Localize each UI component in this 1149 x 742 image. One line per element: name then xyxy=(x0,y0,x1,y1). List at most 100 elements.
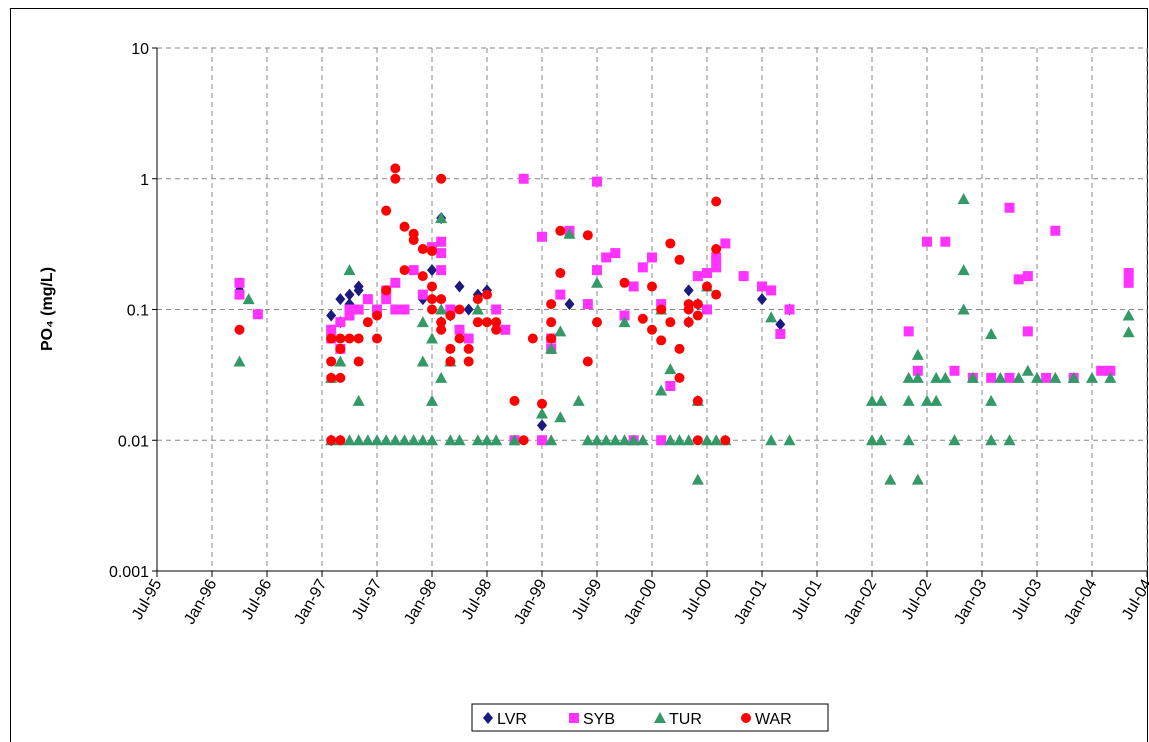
point xyxy=(592,265,602,276)
point xyxy=(1049,371,1062,383)
point xyxy=(683,299,694,310)
point xyxy=(582,356,593,367)
point xyxy=(326,333,337,344)
point xyxy=(326,356,337,367)
point xyxy=(252,309,263,320)
point xyxy=(416,316,429,328)
point xyxy=(417,289,428,300)
point xyxy=(372,310,382,321)
point xyxy=(371,434,383,446)
point xyxy=(399,304,410,315)
point xyxy=(903,326,914,337)
y-tick-label: 10 xyxy=(131,41,149,58)
point xyxy=(545,434,558,446)
point xyxy=(482,289,492,300)
point xyxy=(481,434,493,446)
point xyxy=(1067,371,1080,383)
point xyxy=(775,328,786,339)
point xyxy=(335,317,346,328)
point xyxy=(775,318,786,331)
point xyxy=(445,310,456,321)
point xyxy=(664,434,677,446)
point xyxy=(335,293,346,306)
point xyxy=(647,324,657,335)
point xyxy=(674,343,685,354)
point xyxy=(683,317,694,328)
point xyxy=(1021,364,1034,376)
point xyxy=(426,434,438,446)
point xyxy=(390,173,401,184)
point xyxy=(436,265,447,276)
point xyxy=(1123,277,1134,288)
point xyxy=(435,212,448,224)
point xyxy=(985,327,998,339)
point xyxy=(581,434,594,446)
point xyxy=(912,365,923,376)
point xyxy=(353,280,364,293)
point xyxy=(866,394,878,406)
point xyxy=(564,298,575,311)
point xyxy=(591,434,603,446)
point xyxy=(592,317,602,328)
point xyxy=(509,395,520,406)
point xyxy=(940,236,951,247)
legend-marker xyxy=(483,712,493,724)
point xyxy=(326,309,337,322)
point xyxy=(674,254,685,265)
point xyxy=(609,434,622,446)
point xyxy=(994,371,1007,383)
point xyxy=(537,398,547,409)
y-tick-label: 0.001 xyxy=(109,564,149,581)
legend-marker xyxy=(654,712,666,723)
point xyxy=(711,196,722,207)
point xyxy=(957,303,970,315)
point xyxy=(500,324,511,335)
point xyxy=(454,280,465,293)
point xyxy=(408,265,419,276)
legend-marker xyxy=(569,713,579,723)
point xyxy=(618,434,631,446)
point xyxy=(381,205,392,216)
point xyxy=(939,371,952,383)
point xyxy=(656,435,667,446)
point xyxy=(765,434,778,446)
point xyxy=(335,372,346,383)
point xyxy=(665,317,676,328)
point xyxy=(408,235,419,246)
point xyxy=(389,434,402,446)
point xyxy=(555,289,566,300)
point xyxy=(344,304,355,315)
point xyxy=(472,294,483,305)
point xyxy=(435,303,448,315)
point xyxy=(702,304,712,315)
point xyxy=(427,246,437,257)
point xyxy=(866,434,878,446)
point xyxy=(343,434,356,446)
point xyxy=(445,343,456,354)
point xyxy=(545,342,558,354)
point xyxy=(537,231,547,242)
point xyxy=(1004,372,1015,383)
point xyxy=(691,473,704,485)
point xyxy=(572,394,585,406)
point xyxy=(720,238,731,249)
point xyxy=(334,355,347,367)
point xyxy=(636,434,649,446)
point xyxy=(372,333,382,344)
point xyxy=(454,333,465,344)
point xyxy=(508,434,521,446)
point xyxy=(647,252,657,263)
point xyxy=(1004,202,1015,213)
point xyxy=(436,324,447,335)
point xyxy=(417,244,428,255)
point xyxy=(1123,268,1134,279)
point xyxy=(454,324,465,335)
point xyxy=(948,434,961,446)
point xyxy=(518,435,529,446)
point xyxy=(966,371,979,383)
point xyxy=(399,265,410,276)
point xyxy=(757,281,767,292)
point xyxy=(711,244,722,255)
point xyxy=(563,227,576,239)
point xyxy=(491,304,502,315)
